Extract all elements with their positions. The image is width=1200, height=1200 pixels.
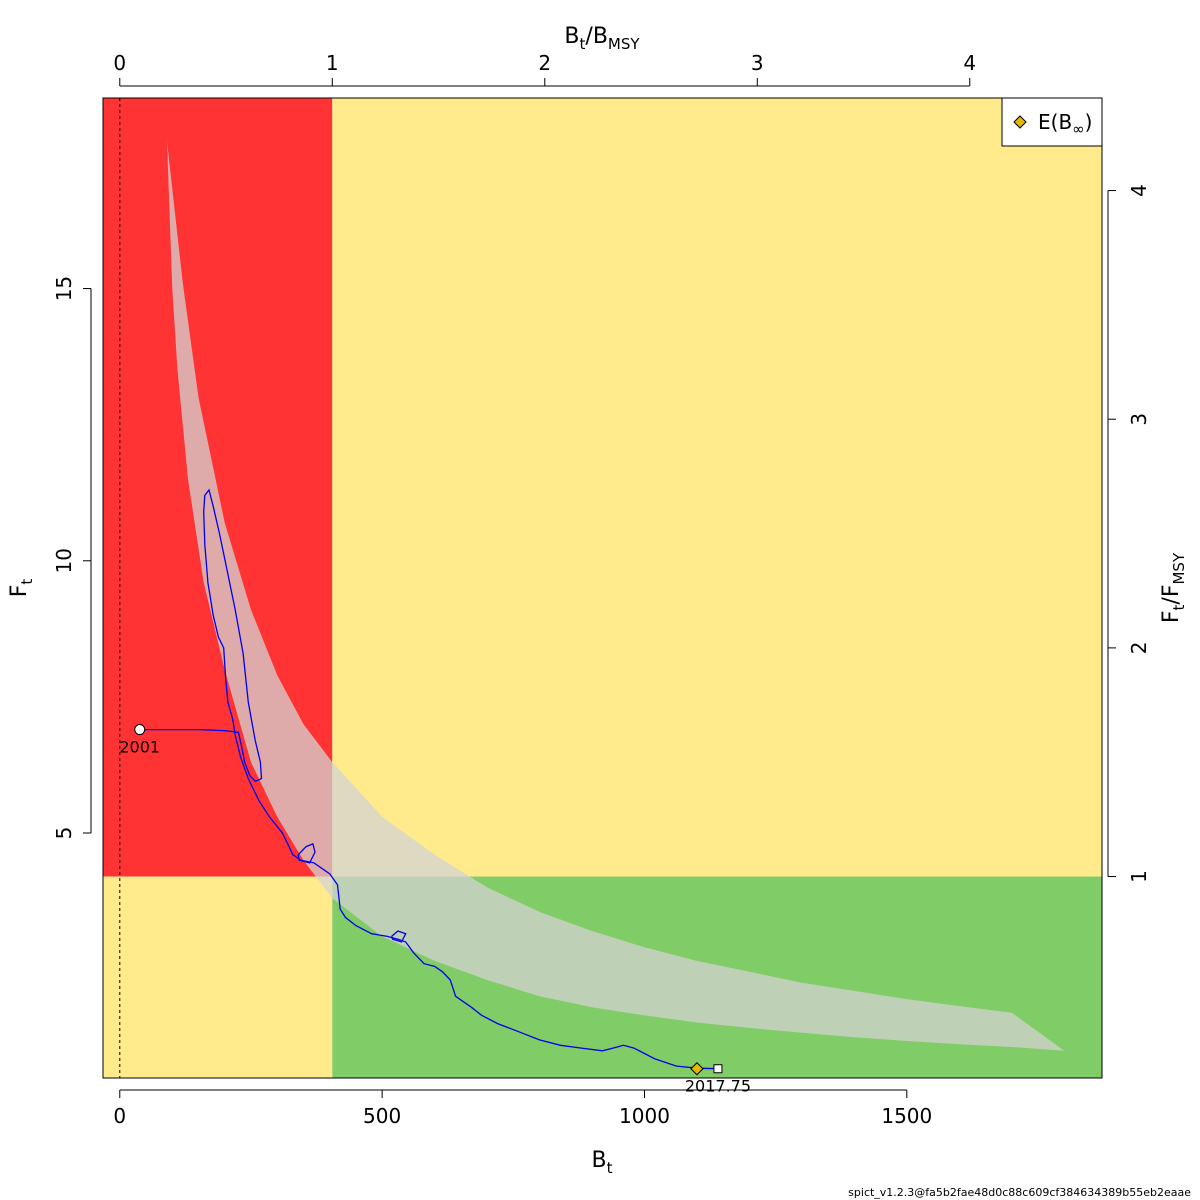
trajectory-loop	[297, 843, 316, 864]
x-tick-label: 1000	[619, 1104, 670, 1128]
x-axis-title: Bt	[592, 1148, 613, 1177]
x-tick-label: 1500	[881, 1104, 932, 1128]
x-top-tick-label: 3	[751, 51, 764, 75]
zone-warning-bottom	[103, 876, 333, 1078]
plot-frame	[102, 97, 1103, 1079]
end-point-marker	[713, 1064, 723, 1074]
x-top-tick-label: 0	[113, 51, 126, 75]
legend: E(B∞)	[1001, 97, 1103, 147]
y-tick-label: 10	[52, 548, 76, 573]
confidence-region	[167, 141, 1065, 1051]
y-right-tick-label: 1	[1127, 870, 1151, 883]
x-top-tick-label: 4	[963, 51, 976, 75]
y-right-tick-label: 3	[1127, 413, 1151, 426]
x-axis-top-title: Bt/BMSY	[564, 24, 640, 53]
start-point-label: 2001	[119, 738, 160, 757]
start-point-marker	[134, 724, 146, 736]
y-axis-left: 5 10 15	[52, 276, 92, 840]
y-axis-right-title: Ft/FMSY	[1159, 552, 1188, 623]
x-tick-label: 500	[363, 1104, 401, 1128]
trajectory-group	[139, 488, 718, 1070]
end-point-label: 2017.75	[685, 1077, 751, 1096]
expected-equilibrium-biomass-marker	[690, 1062, 704, 1076]
y-tick-label: 15	[52, 276, 76, 301]
y-tick-label: 5	[52, 827, 76, 840]
zones	[103, 98, 1102, 1078]
y-right-tick-label: 2	[1127, 642, 1151, 655]
y-axis-title: Ft	[7, 579, 36, 598]
x-top-tick-label: 2	[538, 51, 551, 75]
trajectory-loop	[390, 930, 407, 943]
x-axis-top: 0 1 2 3 4	[113, 51, 976, 87]
biomass-fishing-trajectory	[139, 488, 718, 1070]
y-axis-right: 1 2 3 4	[1107, 184, 1151, 883]
x-axis-bottom: 0 500 1000 1500	[113, 1089, 932, 1128]
legend-label: E(B∞)	[1038, 110, 1092, 138]
y-right-tick-label: 4	[1127, 184, 1151, 197]
x-tick-label: 0	[113, 1104, 126, 1128]
zone-warning-top	[332, 98, 1102, 877]
legend-diamond-icon	[1013, 115, 1027, 129]
x-top-tick-label: 1	[326, 51, 339, 75]
version-footer: spict_v1.2.3@fa5b2fae48d0c88c609cf384634…	[848, 1186, 1191, 1199]
